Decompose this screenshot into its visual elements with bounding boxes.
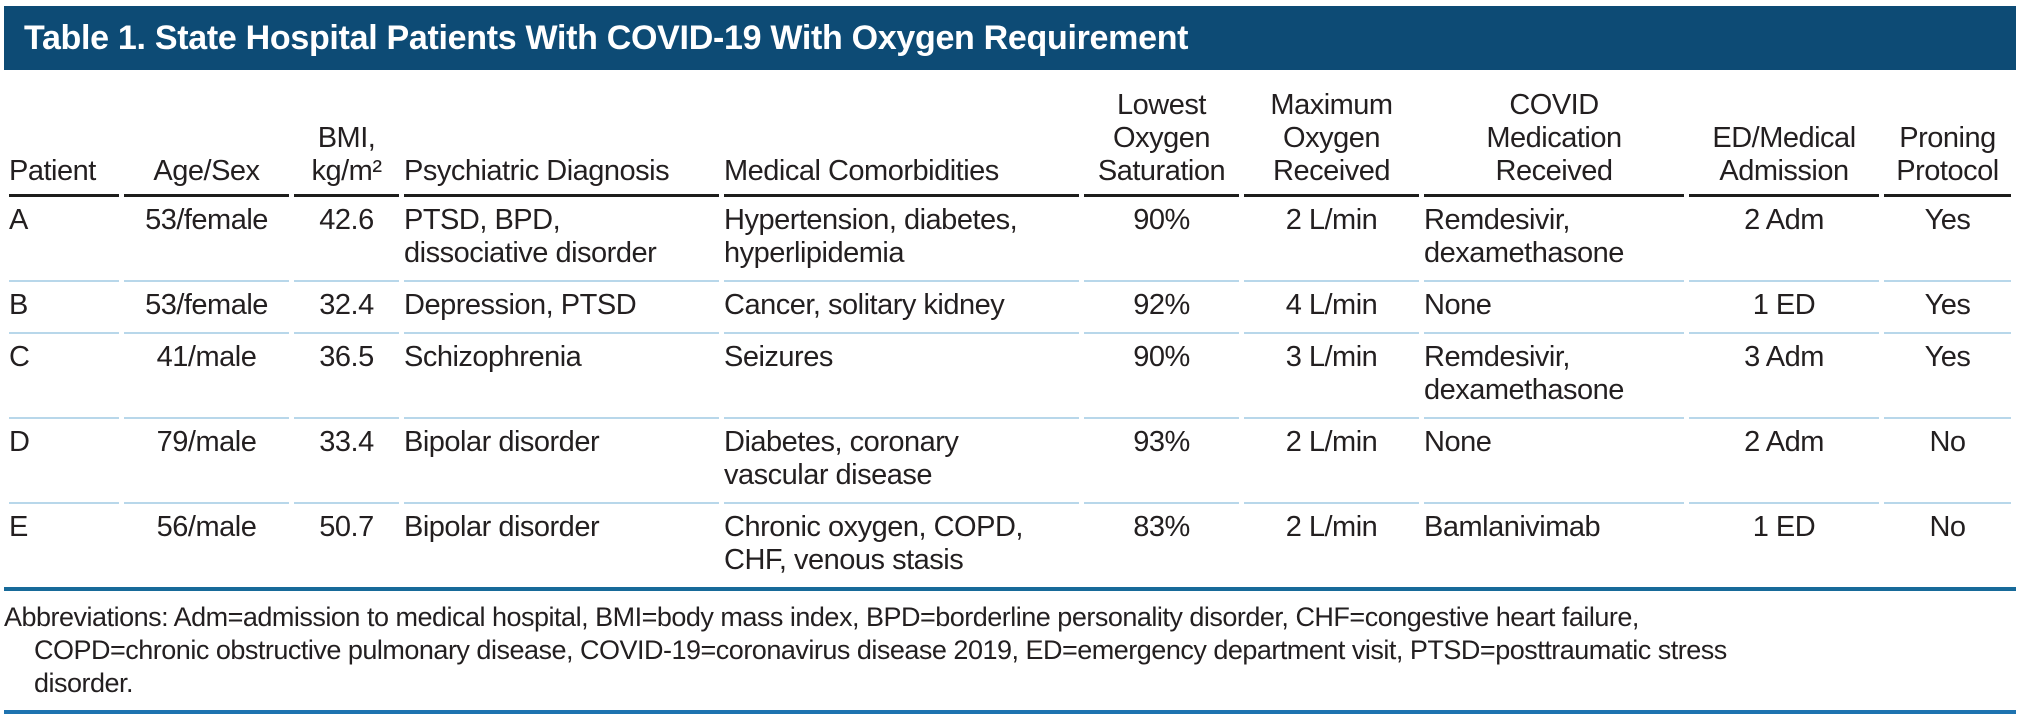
- cell-psychiatric-diagnosis: Bipolar disorder: [404, 511, 600, 543]
- cell-bmi: 33.4: [294, 419, 399, 504]
- cell-covid-medication-received: None: [1424, 419, 1684, 504]
- cell-covid-medication-received: Remdesivir, dexamethasone: [1424, 334, 1684, 419]
- cell-bmi: 50.7: [319, 511, 374, 543]
- cell-patient: E: [9, 511, 28, 543]
- divider-line: [4, 587, 2016, 591]
- cell-bmi: 36.5: [294, 334, 399, 419]
- table-title-bar: Table 1. State Hospital Patients With CO…: [4, 6, 2016, 70]
- column-header-ed-medical-admission: ED/Medical Admission: [1689, 70, 1879, 197]
- table-row-d: D 79/male 33.4 Bipolar disorder Diabetes…: [9, 419, 2011, 504]
- bottom-border-line: [4, 710, 2016, 714]
- column-header-proning-protocol: Proning Protocol: [1884, 70, 2011, 197]
- table-row-e: E 56/male 50.7 Bipolar disorder Chronic …: [9, 504, 2011, 587]
- cell-lowest-oxygen-saturation: 83%: [1133, 511, 1190, 543]
- cell-psychiatric-diagnosis: Schizophrenia: [404, 334, 719, 419]
- column-header-maximum-oxygen-received: Maximum Oxygen Received: [1244, 70, 1419, 197]
- cell-proning-protocol: No: [1884, 419, 2011, 504]
- cell-covid-medication-received: None: [1424, 282, 1684, 334]
- cell-psychiatric-diagnosis: Depression, PTSD: [404, 282, 719, 334]
- column-header-age-sex: Age/Sex: [124, 70, 289, 197]
- cell-medical-comorbidities: Hypertension, diabetes, hyperlipidemia: [724, 197, 1079, 282]
- cell-proning-protocol: Yes: [1884, 282, 2011, 334]
- cell-psychiatric-diagnosis: Bipolar disorder: [404, 419, 719, 504]
- cell-maximum-oxygen-received: 2 L/min: [1285, 511, 1378, 543]
- cell-bmi: 42.6: [294, 197, 399, 282]
- cell-maximum-oxygen-received: 2 L/min: [1244, 419, 1419, 504]
- cell-medical-comorbidities: Cancer, solitary kidney: [724, 282, 1079, 334]
- cell-patient: D: [9, 419, 119, 504]
- cell-medical-comorbidities: Seizures: [724, 334, 1079, 419]
- table-row-c: C 41/male 36.5 Schizophrenia Seizures 90…: [9, 334, 2011, 419]
- cell-ed-medical-admission: 2 Adm: [1689, 197, 1879, 282]
- cell-lowest-oxygen-saturation: 90%: [1084, 334, 1239, 419]
- cell-medical-comorbidities: Diabetes, coronary vascular disease: [724, 419, 1079, 504]
- cell-covid-medication-received: Remdesivir, dexamethasone: [1424, 197, 1684, 282]
- cell-proning-protocol: No: [1929, 511, 1966, 543]
- cell-lowest-oxygen-saturation: 90%: [1084, 197, 1239, 282]
- table-body: A 53/female 42.6 PTSD, BPD, dissociative…: [9, 197, 2011, 587]
- table-title: Table 1. State Hospital Patients With CO…: [24, 18, 1189, 57]
- cell-proning-protocol: Yes: [1884, 334, 2011, 419]
- cell-psychiatric-diagnosis: PTSD, BPD, dissociative disorder: [404, 197, 719, 282]
- column-header-bmi: BMI, kg/m²: [294, 70, 399, 197]
- cell-ed-medical-admission: 3 Adm: [1689, 334, 1879, 419]
- cell-bmi: 32.4: [294, 282, 399, 334]
- column-header-lowest-oxygen-saturation: Lowest Oxygen Saturation: [1084, 70, 1239, 197]
- abbreviations-footnote: Abbreviations: Adm=admission to medical …: [4, 602, 1727, 698]
- cell-age-sex: 79/male: [124, 419, 289, 504]
- cell-age-sex: 53/female: [124, 197, 289, 282]
- cell-ed-medical-admission: 1 ED: [1689, 282, 1879, 334]
- cell-lowest-oxygen-saturation: 93%: [1084, 419, 1239, 504]
- table-row-b: B 53/female 32.4 Depression, PTSD Cancer…: [9, 282, 2011, 334]
- patients-table: Patient Age/Sex BMI, kg/m² Psychiatric D…: [4, 70, 2016, 587]
- cell-maximum-oxygen-received: 3 L/min: [1244, 334, 1419, 419]
- cell-age-sex: 41/male: [124, 334, 289, 419]
- cell-patient: B: [9, 282, 119, 334]
- column-header-psychiatric-diagnosis: Psychiatric Diagnosis: [404, 70, 719, 197]
- column-header-covid-medication-received: COVID Medication Received: [1424, 70, 1684, 197]
- table-header: Patient Age/Sex BMI, kg/m² Psychiatric D…: [9, 70, 2011, 197]
- cell-covid-medication-received: Bamlanivimab: [1424, 511, 1601, 543]
- table-row-a: A 53/female 42.6 PTSD, BPD, dissociative…: [9, 197, 2011, 282]
- cell-maximum-oxygen-received: 2 L/min: [1244, 197, 1419, 282]
- column-header-medical-comorbidities: Medical Comorbidities: [724, 70, 1079, 197]
- cell-patient: A: [9, 197, 119, 282]
- header-row: Patient Age/Sex BMI, kg/m² Psychiatric D…: [9, 70, 2011, 197]
- cell-maximum-oxygen-received: 4 L/min: [1244, 282, 1419, 334]
- cell-age-sex: 56/male: [156, 511, 257, 543]
- column-header-patient: Patient: [9, 70, 119, 197]
- cell-lowest-oxygen-saturation: 92%: [1084, 282, 1239, 334]
- cell-age-sex: 53/female: [124, 282, 289, 334]
- cell-medical-comorbidities: Chronic oxygen, COPD, CHF, venous stasis: [724, 511, 1023, 576]
- cell-patient: C: [9, 334, 119, 419]
- cell-ed-medical-admission: 1 ED: [1752, 511, 1816, 543]
- cell-ed-medical-admission: 2 Adm: [1689, 419, 1879, 504]
- cell-proning-protocol: Yes: [1884, 197, 2011, 282]
